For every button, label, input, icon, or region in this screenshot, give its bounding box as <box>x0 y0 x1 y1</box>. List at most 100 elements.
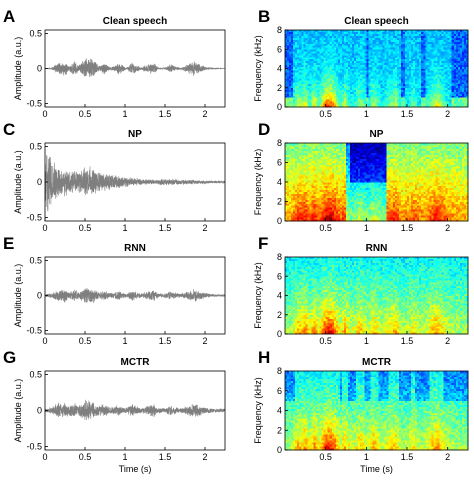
x-tick-label: 0 <box>42 452 47 462</box>
panel-d: D NP 0.5 1 1.5 2 0 2 4 6 8 Frequency (kHz) <box>253 120 469 233</box>
x-tick-label: 0 <box>42 223 47 233</box>
x-tick-label: 0.5 <box>79 336 92 346</box>
spectrogram-cells <box>285 371 469 451</box>
panel-title: RNN <box>366 243 388 254</box>
y-tick-label: 0.5 <box>29 29 42 39</box>
y-tick-label: 0 <box>37 406 42 416</box>
x-tick-label: 1 <box>122 109 127 119</box>
panel-title: MCTR <box>121 357 151 368</box>
x-tick-label: 2 <box>202 223 207 233</box>
panel-b: B Clean speech 0.5 1 1.5 2 0 2 4 6 8 Frequency (kHz… <box>253 7 469 119</box>
y-tick-label: 4 <box>277 177 282 187</box>
x-tick-label: 1 <box>122 452 127 462</box>
x-axis-label: Time (s) <box>119 464 152 474</box>
panel-title: RNN <box>124 243 146 254</box>
x-tick-label: 0.5 <box>79 452 92 462</box>
panel-letter: H <box>258 348 270 367</box>
y-tick-label: 8 <box>277 366 282 376</box>
y-axis-label: Amplitude (a.u.) <box>13 37 23 101</box>
y-axis-label: Frequency (kHz) <box>253 35 263 102</box>
spectrogram-cells <box>285 143 469 222</box>
panel-h: H MCTR 0.5 1 1.5 2 0 2 4 6 8 Frequency (kHz) Time (s… <box>253 348 469 474</box>
x-tick-label: 1.5 <box>159 452 172 462</box>
x-tick-label: 1.5 <box>159 223 172 233</box>
x-tick-label: 0 <box>42 109 47 119</box>
y-tick-label: 4 <box>277 406 282 416</box>
y-axis-label: Frequency (kHz) <box>253 149 263 216</box>
y-axis-label: Amplitude (a.u.) <box>13 150 23 214</box>
y-tick-label: -0.5 <box>26 212 42 222</box>
x-tick-label: 1.5 <box>159 336 172 346</box>
y-tick-label: 2 <box>277 310 282 320</box>
y-axis-label: Frequency (kHz) <box>253 262 263 329</box>
x-tick-label: 2 <box>202 452 207 462</box>
x-tick-label: 1.5 <box>401 336 414 346</box>
y-tick-label: 6 <box>277 386 282 396</box>
panel-title: NP <box>370 129 384 140</box>
y-tick-label: -0.5 <box>26 326 42 336</box>
panel-letter: B <box>258 7 270 26</box>
y-tick-label: 0 <box>37 177 42 187</box>
panel-title: NP <box>128 129 142 140</box>
y-tick-label: 0 <box>277 329 282 339</box>
y-tick-label: 8 <box>277 138 282 148</box>
y-tick-label: 0 <box>37 64 42 74</box>
x-tick-label: 0.5 <box>319 452 332 462</box>
panel-f: F RNN 0.5 1 1.5 2 0 2 4 6 8 Frequency (kHz) <box>253 234 469 346</box>
y-tick-label: 4 <box>277 291 282 301</box>
x-tick-label: 1 <box>364 109 369 119</box>
x-tick-label: 1.5 <box>401 452 414 462</box>
y-tick-label: 0 <box>277 216 282 226</box>
x-tick-label: 0.5 <box>79 223 92 233</box>
panel-letter: G <box>3 348 16 367</box>
x-tick-label: 2 <box>445 223 450 233</box>
x-tick-label: 0.5 <box>319 223 332 233</box>
x-tick-label: 2 <box>445 109 450 119</box>
panel-letter: C <box>3 120 15 139</box>
waveform-line <box>45 58 225 78</box>
y-axis-label: Amplitude (a.u.) <box>13 379 23 443</box>
x-tick-label: 1 <box>364 336 369 346</box>
y-tick-label: -0.5 <box>26 99 42 109</box>
panel-title: Clean speech <box>103 16 167 27</box>
x-tick-label: 1.5 <box>401 223 414 233</box>
y-tick-label: 2 <box>277 83 282 93</box>
spectrogram-cells <box>285 257 469 335</box>
x-tick-label: 0.5 <box>79 109 92 119</box>
x-tick-label: 0.5 <box>319 336 332 346</box>
y-tick-label: 0.5 <box>29 370 42 380</box>
x-tick-label: 2 <box>202 336 207 346</box>
spectrogram-cells <box>285 30 469 108</box>
x-tick-label: 1 <box>122 223 127 233</box>
waveform-line <box>44 288 226 304</box>
y-tick-label: 8 <box>277 252 282 262</box>
x-tick-label: 1 <box>364 223 369 233</box>
y-tick-label: 6 <box>277 44 282 54</box>
panel-letter: E <box>3 234 14 253</box>
x-tick-label: 2 <box>445 336 450 346</box>
x-tick-label: 1.5 <box>159 109 172 119</box>
panel-title: MCTR <box>362 357 392 368</box>
y-tick-label: 2 <box>277 425 282 435</box>
x-tick-label: 1 <box>364 452 369 462</box>
y-axis-label: Frequency (kHz) <box>253 377 263 444</box>
y-tick-label: 8 <box>277 25 282 35</box>
y-tick-label: 0 <box>277 102 282 112</box>
panel-title: Clean speech <box>344 16 408 27</box>
y-tick-label: 6 <box>277 271 282 281</box>
panel-letter: A <box>3 7 15 26</box>
x-tick-label: 0 <box>42 336 47 346</box>
x-tick-label: 1 <box>122 336 127 346</box>
y-tick-label: -0.5 <box>26 441 42 451</box>
y-tick-label: 6 <box>277 158 282 168</box>
x-tick-label: 2 <box>202 109 207 119</box>
waveform-line <box>44 399 226 421</box>
y-tick-label: 4 <box>277 64 282 74</box>
panel-letter: D <box>258 120 270 139</box>
x-tick-label: 1.5 <box>401 109 414 119</box>
y-tick-label: 0 <box>37 291 42 301</box>
